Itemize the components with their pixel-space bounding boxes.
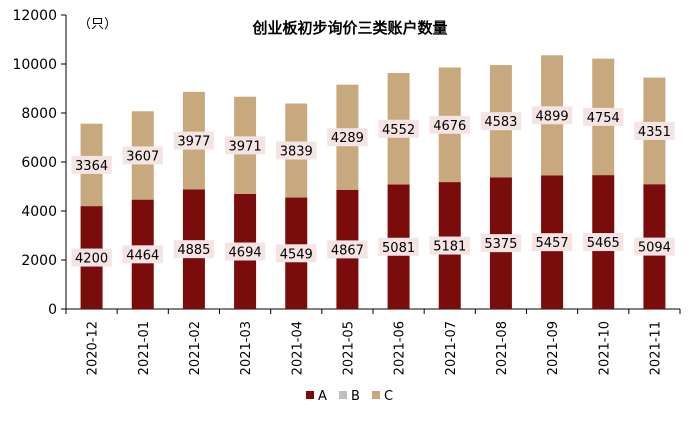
x-tick-label: 2021-11 [648,321,663,375]
y-tick-label: 4000 [21,204,57,220]
x-tick-label: 2021-10 [597,321,612,375]
data-label-box [583,107,624,126]
legend: A B C [306,389,393,404]
data-label-c: 4583 [484,115,517,130]
data-label-c: 4754 [587,111,620,126]
data-label-c: 4289 [331,131,364,146]
data-label-c: 3971 [229,139,262,154]
x-tick-label: 2021-01 [137,321,152,375]
data-label-box [173,131,215,150]
y-tick-label: 2000 [21,253,57,269]
data-label-a: 5081 [382,241,415,256]
data-label-c: 3977 [177,135,210,150]
data-label-box [583,233,624,252]
x-tick-label: 2021-04 [290,321,305,375]
data-label-c: 4552 [382,123,415,138]
y-unit-label: （只） [78,17,117,32]
legend-label-b: B [351,389,360,404]
data-label-box [122,245,163,264]
data-label-a: 5181 [433,240,466,255]
data-label-box [224,242,266,261]
data-label-a: 5457 [536,236,569,251]
y-tick-label: 10000 [12,57,57,73]
data-label-a: 4549 [280,247,313,262]
x-tick-label: 2021-02 [188,321,203,375]
legend-label-a: A [318,389,327,404]
data-label-box [531,106,573,125]
data-label-a: 5465 [587,236,620,251]
data-label-box [71,248,112,267]
data-label-box [480,234,522,253]
data-label-box [480,112,522,131]
data-label-box [378,237,419,256]
data-label-box [327,128,368,147]
data-label-a: 4867 [331,243,364,258]
x-tick-label: 2021-08 [495,321,510,375]
data-label-c: 4351 [638,125,671,140]
data-label-box [429,115,470,134]
y-tick-label: 6000 [21,155,57,171]
data-label-box [276,141,317,160]
data-label-box [327,240,368,259]
axes: 0 2000 4000 6000 8000 10000 12000 2020-12 2021-0… [12,8,681,375]
data-label-a: 4694 [229,245,262,260]
x-tick-label: 2021-06 [393,321,408,375]
x-tick-label: 2021-09 [546,321,561,375]
data-label-c: 3839 [280,145,313,160]
data-label-a: 4885 [177,243,210,258]
y-tick-label: 0 [48,302,57,318]
x-tick-label: 2021-05 [341,321,356,375]
data-label-c: 4899 [536,109,569,124]
data-label-box [429,236,470,255]
data-label-box [122,146,163,165]
data-label-box [173,240,215,259]
chart-title: 创业板初步询价三类账户数量 [251,19,447,37]
data-labels: 4200 3364 4464 3607 4885 3977 4694 3971 4549 3839… [71,106,675,267]
data-label-box [71,155,112,174]
data-label-c: 3607 [126,149,159,164]
data-label-box [634,237,675,256]
x-tick-label: 2021-03 [239,321,254,375]
data-label-a: 4200 [75,252,108,267]
data-label-a: 4464 [126,248,159,263]
x-tick-label: 2020-12 [86,321,101,375]
bars [80,55,666,309]
data-label-box [276,244,317,263]
data-label-c: 3364 [75,159,108,174]
data-label-box [224,136,266,155]
y-tick-label: 8000 [21,106,57,122]
data-label-a: 5094 [638,241,671,256]
data-label-box [634,121,675,140]
legend-swatch-b [339,391,347,399]
data-label-c: 4676 [433,119,466,134]
data-label-box [531,233,573,252]
legend-swatch-c [372,391,380,399]
x-tick-label: 2021-07 [444,321,459,375]
data-label-box [378,119,419,138]
legend-swatch-a [306,391,314,399]
legend-label-c: C [384,389,393,404]
data-label-a: 5375 [484,237,517,252]
y-tick-label: 12000 [12,8,57,24]
